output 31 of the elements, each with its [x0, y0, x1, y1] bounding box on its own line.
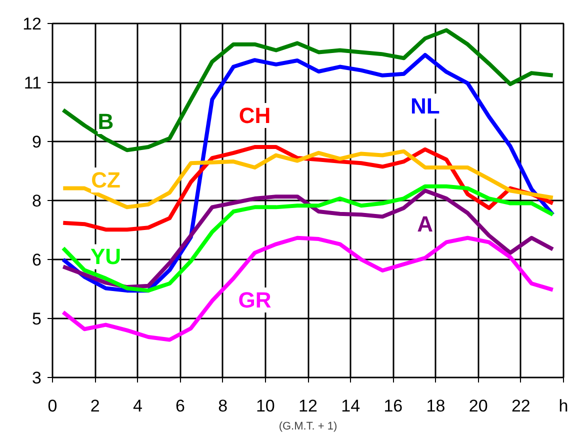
x-tick-label: 20 — [468, 396, 488, 416]
y-tick-label: 12 — [22, 14, 42, 34]
series-label: A — [417, 212, 434, 237]
x-tick-label: 2 — [90, 396, 100, 416]
y-tick-label: 3 — [32, 368, 42, 388]
x-tick-label: h — [558, 396, 568, 416]
x-axis-title: (G.M.T. + 1) — [278, 420, 338, 432]
x-tick-label: 14 — [341, 396, 360, 416]
x-tick-label: 16 — [384, 396, 403, 416]
y-tick-label: 8 — [32, 192, 42, 210]
series-label: B — [98, 108, 114, 134]
series-label: YU — [90, 244, 122, 270]
x-tick-label: 6 — [176, 396, 185, 416]
x-tick-label: 4 — [132, 396, 142, 416]
line-series — [61, 149, 555, 210]
x-tick-label: 0 — [48, 396, 58, 416]
y-tick-label: 9 — [32, 132, 42, 152]
x-tick-label: 8 — [218, 396, 228, 416]
series-label: NL — [410, 94, 440, 119]
x-tick-label: 18 — [426, 396, 446, 416]
line-series — [61, 236, 555, 342]
series-label: CH — [238, 103, 271, 128]
x-tick-label: 12 — [298, 396, 318, 416]
y-tick-label: 11 — [24, 74, 42, 92]
series-label: CZ — [91, 168, 120, 193]
x-tick-label: 22 — [511, 396, 530, 416]
y-tick-label: 6 — [32, 250, 42, 270]
line-series — [61, 28, 555, 152]
y-tick-label: 5 — [32, 310, 42, 328]
x-tick-label: 10 — [256, 396, 275, 416]
series-label: GR — [238, 288, 272, 313]
